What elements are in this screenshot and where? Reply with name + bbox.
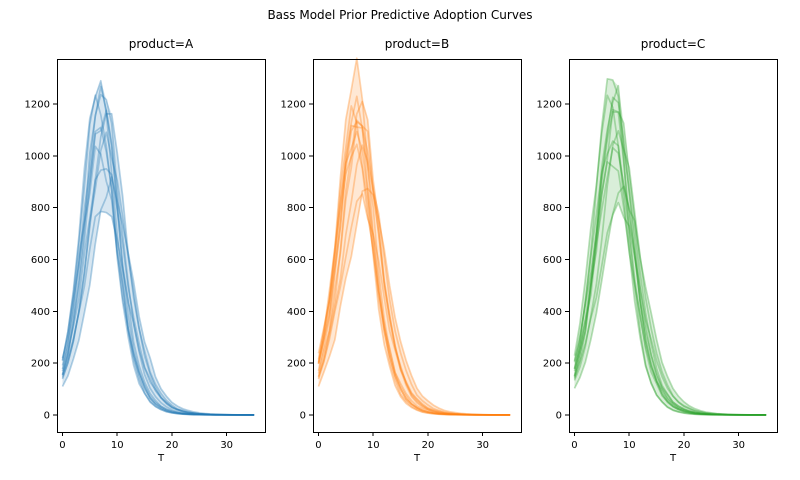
x-tick-label: 10 [111,440,124,451]
curve-product-b-11 [317,144,511,416]
subplot-product-c: 0 200 400 600 800 1000 1200 0 10 20 30 [537,59,778,451]
y-tick-label: 400 [31,307,50,318]
curve-product-a-10 [61,94,255,416]
y-tick-label: 600 [31,255,50,266]
y-tick-label: 0 [44,410,50,421]
x-tick-label: 30 [220,440,233,451]
curve-product-a-1 [61,126,255,416]
axes-spines-product-c [569,59,778,433]
curve-product-c-1 [573,140,767,416]
subplot-title-product-b: product=B [384,37,450,51]
x-tick-label: 30 [732,440,745,451]
curve-product-c-0 [573,77,767,416]
y-tick-label: 800 [543,203,562,214]
curve-product-c-11 [573,129,767,416]
y-tick-label: 400 [287,307,306,318]
envelope-product-a [62,80,255,415]
x-tick-label: 10 [367,440,380,451]
y-tick-label: 200 [31,359,50,370]
curve-product-b-8 [317,187,511,416]
x-tick-label: 0 [571,440,577,451]
curve-product-c-10 [573,94,767,416]
y-tick-label: 1000 [537,151,562,162]
curve-product-c-3 [573,111,767,416]
curve-product-a-7 [61,167,255,416]
curve-product-a-2 [61,113,255,416]
curve-product-b-5 [317,143,511,416]
figure-title: Bass Model Prior Predictive Adoption Cur… [267,8,533,22]
curve-product-b-3 [317,95,511,416]
subplot-product-b: 0 200 400 600 800 1000 1200 0 10 20 30 [281,57,522,451]
curve-product-a-3 [61,109,255,416]
curve-product-a-6 [61,85,255,416]
subplot-title-product-a: product=A [128,37,194,51]
x-tick-label: 0 [315,440,321,451]
y-tick-label: 200 [543,359,562,370]
y-tick-label: 1200 [25,100,50,111]
axes-spines-product-a [57,59,266,433]
y-tick-label: 800 [31,203,50,214]
curve-product-c-6 [573,96,767,416]
curve-product-b-9 [317,120,511,416]
curve-product-b-1 [317,130,511,416]
x-tick-label: 20 [678,440,691,451]
curve-product-b-0 [317,57,511,416]
curve-product-c-5 [573,161,767,416]
curve-product-c-2 [573,108,767,416]
curve-product-c-9 [573,185,767,416]
x-tick-label: 20 [166,440,179,451]
x-tick-label: 0 [59,440,65,451]
curve-product-c-4 [573,201,767,416]
subplot-product-a: 0 200 400 600 800 1000 1200 0 10 20 30 [25,59,266,451]
curve-product-b-7 [317,124,511,416]
curve-product-a-0 [61,79,255,416]
curve-product-b-4 [317,193,511,416]
subplot-title-product-c: product=C [640,37,706,51]
curve-product-a-8 [61,93,255,416]
x-tick-label: 20 [422,440,435,451]
x-tick-label: 10 [623,440,636,451]
y-tick-label: 0 [300,410,306,421]
curve-product-a-11 [61,131,255,416]
curve-product-c-8 [573,84,767,416]
curve-product-b-2 [317,100,511,416]
curve-product-c-7 [573,147,767,416]
curve-product-a-9 [61,176,255,416]
x-axis-label-product-b: T [413,453,421,464]
axes-spines-product-b [313,59,522,433]
curve-product-b-10 [317,105,511,416]
y-tick-label: 1000 [25,151,50,162]
curve-product-b-6 [317,119,511,416]
envelope-product-c [574,78,767,415]
curve-product-a-5 [61,145,255,416]
y-tick-label: 0 [556,410,562,421]
x-axis-label-product-a: T [157,453,165,464]
y-tick-label: 1200 [537,100,562,111]
envelope-product-b [318,58,511,415]
y-tick-label: 600 [543,255,562,266]
y-tick-label: 400 [543,307,562,318]
y-tick-label: 1200 [281,100,306,111]
y-tick-label: 800 [287,203,306,214]
y-tick-label: 1000 [281,151,306,162]
curve-product-a-4 [61,210,255,416]
y-tick-label: 600 [287,255,306,266]
x-axis-label-product-c: T [669,453,677,464]
y-tick-label: 200 [287,359,306,370]
x-tick-label: 30 [476,440,489,451]
